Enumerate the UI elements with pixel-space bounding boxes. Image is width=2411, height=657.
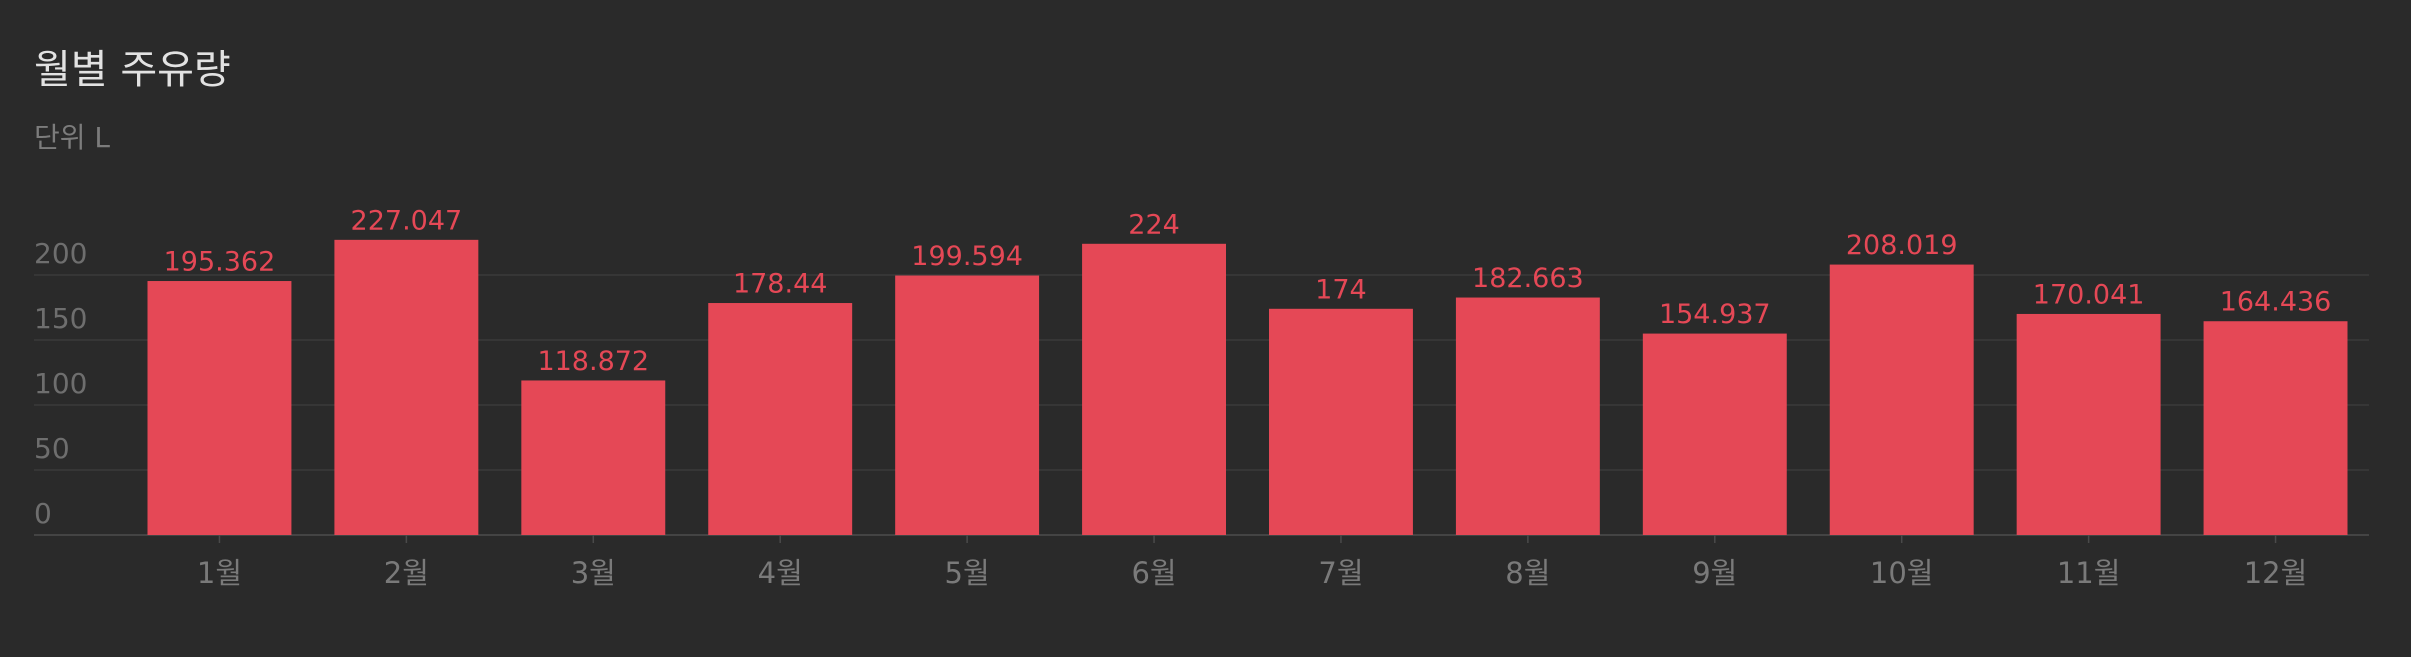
y-tick-label: 50	[34, 432, 70, 465]
x-tick-label: 6월	[1131, 556, 1176, 590]
x-tick-label: 1월	[197, 556, 242, 590]
y-tick-label: 200	[34, 237, 87, 270]
x-tick-label: 4월	[758, 556, 803, 590]
chart-subtitle: 단위 L	[34, 121, 110, 154]
value-label: 164.436	[2220, 287, 2332, 318]
bar	[2203, 321, 2348, 535]
bar	[334, 239, 479, 535]
x-tick-label: 3월	[571, 556, 616, 590]
x-tick-label: 12월	[2244, 556, 2308, 590]
value-label: 178.44	[733, 269, 827, 300]
value-label: 199.594	[911, 241, 1023, 272]
x-tick-label: 8월	[1505, 556, 1550, 590]
y-tick-label: 0	[34, 497, 52, 530]
bar	[1082, 243, 1227, 536]
bar	[895, 275, 1040, 535]
bar	[1642, 333, 1787, 535]
y-tick-label: 100	[34, 367, 87, 400]
value-label: 182.663	[1472, 263, 1584, 294]
bar	[521, 380, 666, 535]
x-tick-label: 5월	[945, 556, 990, 590]
chart-title: 월별 주유량	[34, 47, 231, 93]
value-label: 195.362	[164, 247, 276, 278]
x-tick-label: 9월	[1692, 556, 1737, 590]
value-label: 170.041	[2033, 279, 2145, 310]
bar	[1829, 264, 1974, 535]
value-label: 118.872	[537, 346, 649, 377]
bar	[708, 303, 853, 535]
x-tick-label: 2월	[384, 556, 429, 590]
x-tick-label: 7월	[1318, 556, 1363, 590]
value-label: 227.047	[351, 205, 463, 236]
bar	[2016, 313, 2161, 535]
x-tick-label: 10월	[1870, 556, 1934, 590]
bar	[1268, 308, 1413, 535]
value-label: 154.937	[1659, 299, 1771, 330]
bar	[1455, 297, 1600, 535]
value-label: 208.019	[1846, 230, 1958, 261]
y-tick-label: 150	[34, 302, 87, 335]
bar	[147, 281, 292, 535]
value-label: 224	[1128, 209, 1180, 240]
value-label: 174	[1315, 274, 1367, 305]
x-tick-label: 11월	[2057, 556, 2121, 590]
